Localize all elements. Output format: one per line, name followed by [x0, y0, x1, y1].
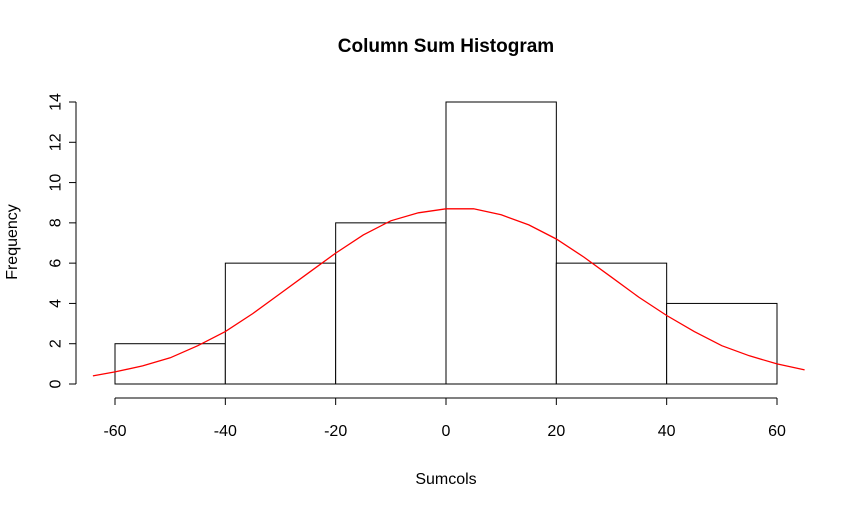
- x-tick-label: 20: [547, 423, 565, 440]
- x-tick-label: 60: [768, 423, 786, 440]
- x-tick-label: 40: [658, 423, 676, 440]
- density-curve: [92, 208, 805, 377]
- x-tick-label: -20: [324, 423, 347, 440]
- x-tick-label: -60: [103, 423, 126, 440]
- y-axis-ticks: 0 2 4 6 8 10 12 14: [48, 93, 76, 388]
- bars-group: [114, 101, 778, 385]
- y-tick-label: 12: [48, 133, 65, 151]
- y-tick-label: 6: [48, 259, 65, 268]
- y-axis-label: Frequency: [4, 204, 21, 280]
- x-tick-label: -40: [214, 423, 237, 440]
- histogram-bar: [555, 262, 668, 385]
- histogram-bar: [335, 222, 447, 385]
- y-tick-label: 4: [48, 299, 65, 308]
- histogram-bar: [666, 302, 778, 385]
- x-tick-label: 0: [442, 423, 451, 440]
- y-tick-label: 10: [48, 174, 65, 192]
- y-tick-label: 14: [48, 93, 65, 111]
- x-axis-label: Sumcols: [415, 471, 476, 488]
- histogram-bar: [445, 101, 557, 385]
- histogram-bar: [224, 262, 337, 385]
- y-tick-label: 2: [48, 339, 65, 348]
- x-axis-ticks: -60 -40 -20 0 20 40 60: [103, 398, 786, 440]
- chart-title: Column Sum Histogram: [338, 36, 554, 57]
- y-tick-label: 0: [48, 379, 65, 388]
- y-tick-label: 8: [48, 218, 65, 227]
- histogram-bar: [114, 343, 226, 385]
